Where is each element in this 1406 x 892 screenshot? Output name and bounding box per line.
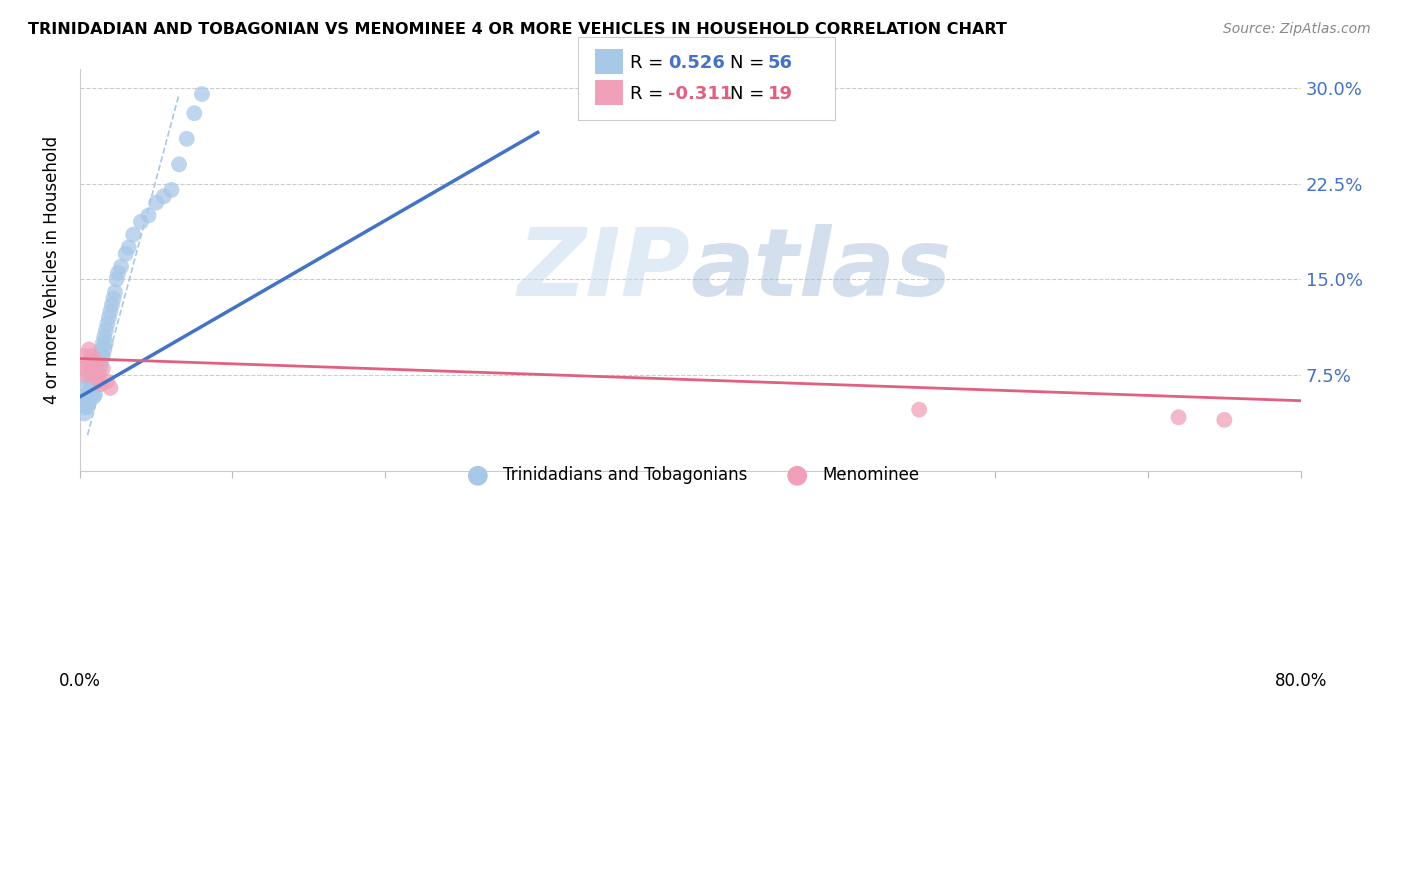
Point xyxy=(96,317,118,331)
Point xyxy=(73,407,96,421)
Text: ZIP: ZIP xyxy=(517,224,690,316)
Text: N =: N = xyxy=(730,54,769,71)
Point xyxy=(89,375,111,389)
Point xyxy=(183,106,205,120)
Point xyxy=(73,393,96,408)
Legend: Trinidadians and Tobagonians, Menominee: Trinidadians and Tobagonians, Menominee xyxy=(454,459,927,491)
Point xyxy=(91,349,114,363)
Point xyxy=(76,400,98,414)
Point xyxy=(87,368,110,383)
Point xyxy=(76,355,98,369)
Point xyxy=(76,387,98,401)
Point xyxy=(87,355,110,369)
Point xyxy=(100,381,122,395)
Point xyxy=(80,349,103,363)
Point xyxy=(94,336,117,351)
Point xyxy=(89,349,111,363)
Point xyxy=(90,355,112,369)
Point xyxy=(138,209,160,223)
Point xyxy=(114,247,136,261)
Point xyxy=(97,310,120,325)
Point xyxy=(89,361,111,376)
Point xyxy=(91,361,114,376)
Point xyxy=(84,368,107,383)
Point xyxy=(145,195,167,210)
Text: -0.311: -0.311 xyxy=(668,85,733,103)
Point xyxy=(77,375,100,389)
Text: R =: R = xyxy=(630,85,669,103)
Point xyxy=(86,361,108,376)
Text: 56: 56 xyxy=(768,54,793,71)
Point xyxy=(84,377,107,392)
Point xyxy=(84,387,107,401)
Point xyxy=(84,368,107,383)
Point xyxy=(110,260,132,274)
Point xyxy=(1213,413,1236,427)
Point xyxy=(90,343,112,357)
Point xyxy=(87,368,110,383)
Point xyxy=(100,304,122,318)
Point xyxy=(122,227,145,242)
Text: TRINIDADIAN AND TOBAGONIAN VS MENOMINEE 4 OR MORE VEHICLES IN HOUSEHOLD CORRELAT: TRINIDADIAN AND TOBAGONIAN VS MENOMINEE … xyxy=(28,22,1007,37)
Point xyxy=(77,384,100,399)
Point xyxy=(908,402,931,417)
Point xyxy=(105,272,128,286)
Point xyxy=(76,393,98,408)
Text: 0.0%: 0.0% xyxy=(59,673,101,690)
Point xyxy=(93,330,115,344)
Point xyxy=(103,292,125,306)
Point xyxy=(77,393,100,408)
Point xyxy=(79,381,101,395)
Point xyxy=(75,400,97,414)
Text: 80.0%: 80.0% xyxy=(1274,673,1327,690)
Text: Source: ZipAtlas.com: Source: ZipAtlas.com xyxy=(1223,22,1371,37)
Point xyxy=(73,349,96,363)
Point xyxy=(1167,410,1189,425)
Point xyxy=(104,285,127,299)
Point xyxy=(79,361,101,376)
Point xyxy=(79,368,101,383)
Point xyxy=(191,87,214,101)
Point xyxy=(107,266,129,280)
Point xyxy=(83,368,105,383)
Y-axis label: 4 or more Vehicles in Household: 4 or more Vehicles in Household xyxy=(44,136,60,404)
Point xyxy=(152,189,174,203)
Text: R =: R = xyxy=(630,54,669,71)
Point xyxy=(94,323,117,337)
Point xyxy=(91,336,114,351)
Point xyxy=(80,375,103,389)
Point xyxy=(86,375,108,389)
Point xyxy=(96,375,118,389)
Point xyxy=(72,361,94,376)
Point xyxy=(90,377,112,392)
Point xyxy=(80,361,103,376)
Point xyxy=(75,368,97,383)
Point xyxy=(83,355,105,369)
Point xyxy=(83,390,105,404)
Point xyxy=(167,157,190,171)
Point xyxy=(83,377,105,392)
Point xyxy=(129,215,152,229)
Text: 0.526: 0.526 xyxy=(668,54,724,71)
Point xyxy=(86,355,108,369)
Point xyxy=(176,132,198,146)
Point xyxy=(93,343,115,357)
Point xyxy=(101,298,124,312)
Point xyxy=(80,387,103,401)
Point xyxy=(77,343,100,357)
Text: 19: 19 xyxy=(768,85,793,103)
Point xyxy=(160,183,183,197)
Text: N =: N = xyxy=(730,85,769,103)
Text: atlas: atlas xyxy=(690,224,952,316)
Point xyxy=(75,381,97,395)
Point xyxy=(118,240,141,254)
